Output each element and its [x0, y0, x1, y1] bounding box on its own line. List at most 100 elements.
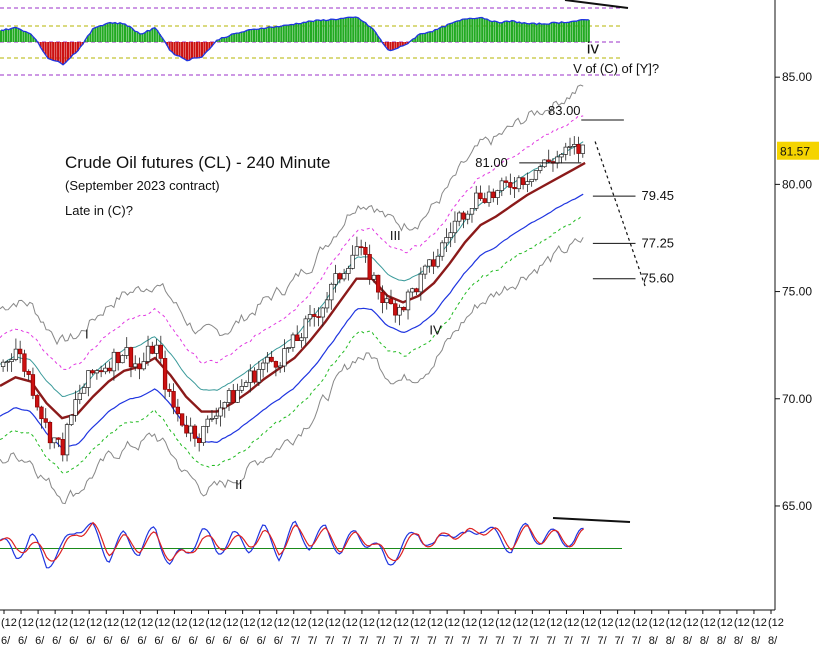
price-candle-down	[520, 177, 526, 185]
histogram-bar-positive	[14, 27, 17, 42]
histogram-bar-negative	[399, 42, 402, 47]
histogram-bar-negative	[384, 42, 387, 47]
histogram-bar-positive	[488, 20, 491, 42]
histogram-bar-positive	[510, 20, 513, 42]
histogram-bar-positive	[161, 37, 164, 42]
x-axis-tick-label: 6/	[206, 635, 216, 647]
x-axis: (126/(126/(126/(126/(126/(126/(126/(126/…	[0, 609, 784, 647]
histogram-bar-positive	[424, 33, 427, 42]
price-candle-down	[576, 144, 581, 154]
price-candle-up	[529, 178, 534, 183]
histogram-bar-positive	[128, 26, 132, 42]
histogram-bar-positive	[357, 17, 360, 42]
x-axis-tick-sublabel: (12	[359, 617, 375, 629]
histogram-bar-negative	[54, 42, 57, 61]
upper-magenta-band-line	[0, 115, 584, 371]
histogram-bar-positive	[372, 28, 375, 42]
price-candle-down	[295, 334, 300, 342]
price-candle-up	[341, 273, 347, 280]
price-candle-down	[150, 345, 155, 354]
price-candle-up	[474, 192, 479, 209]
histogram-bar-positive	[230, 34, 233, 42]
price-candle-up	[495, 190, 500, 198]
stochastic-d-line	[0, 521, 584, 562]
histogram-bar-positive	[367, 25, 370, 42]
histogram-bar-positive	[476, 18, 479, 42]
price-candle-up	[350, 254, 355, 269]
histogram-bar-positive	[496, 21, 499, 42]
price-candle-up	[572, 144, 577, 147]
histogram-bar-negative	[404, 42, 407, 45]
histogram-bar-positive	[523, 22, 526, 42]
price-candle-down	[43, 418, 48, 423]
x-axis-tick-sublabel: (12	[666, 617, 682, 629]
histogram-bar-positive	[106, 23, 109, 42]
price-candle-down	[388, 298, 394, 305]
histogram-bar-positive	[538, 23, 541, 42]
histogram-bar-positive	[89, 33, 92, 42]
histogram-bar-positive	[148, 30, 151, 42]
histogram-bar-negative	[47, 42, 50, 59]
histogram-bar-positive	[312, 21, 315, 42]
x-axis-tick-label: 6/	[35, 635, 45, 647]
histogram-bar-positive	[334, 19, 337, 42]
price-candle-up	[214, 415, 219, 419]
histogram-bar-positive	[553, 22, 556, 42]
price-candle-up	[410, 288, 415, 293]
histogram-bar-positive	[436, 29, 439, 42]
histogram-bar-negative	[76, 42, 79, 51]
histogram-bar-positive	[314, 20, 318, 42]
histogram-bar-positive	[270, 27, 273, 42]
histogram-bar-positive	[317, 20, 320, 42]
histogram-bar-negative	[173, 42, 176, 55]
histogram-bar-positive	[300, 23, 303, 42]
histogram-bar-positive	[322, 19, 325, 42]
target-levels: 83.00 81.00 79.45 77.25 75.60	[475, 103, 674, 288]
histogram-bar-positive	[518, 22, 521, 42]
histogram-bar-positive	[133, 31, 137, 42]
price-candle-down	[90, 370, 95, 374]
histogram-bar-positive	[421, 33, 424, 42]
histogram-bar-positive	[513, 21, 516, 42]
price-candle-down	[273, 361, 279, 368]
x-axis-tick-sublabel: (12	[495, 617, 511, 629]
histogram-bar-positive	[416, 35, 419, 42]
x-axis-tick-sublabel: (12	[427, 617, 443, 629]
price-candle-down	[18, 348, 23, 355]
histogram-bar-positive	[116, 23, 119, 42]
wave-label: III	[390, 228, 401, 243]
histogram-bar-positive	[525, 23, 528, 42]
histogram-bar-positive	[277, 26, 280, 42]
histogram-bar-positive	[267, 26, 270, 42]
x-axis-tick-sublabel: (12	[751, 617, 767, 629]
histogram-bar-negative	[195, 42, 199, 59]
histogram-bar-positive	[297, 23, 300, 42]
price-candle-up	[525, 181, 530, 185]
price-candle-down	[60, 439, 65, 456]
x-axis-tick-label: 6/	[137, 635, 147, 647]
histogram-bar-positive	[305, 22, 308, 42]
chart-subtitle: (September 2023 contract)	[65, 178, 220, 193]
x-axis-tick-sublabel: (12	[700, 617, 716, 629]
histogram-bar-positive	[111, 23, 114, 42]
histogram-bar-positive	[508, 21, 511, 42]
price-candle-up	[384, 298, 389, 303]
histogram-bar-positive	[471, 18, 474, 42]
histogram-bar-positive	[483, 18, 486, 42]
histogram-bar-positive	[347, 17, 350, 42]
histogram-bar-positive	[342, 18, 345, 42]
x-axis-tick-label: 7/	[359, 635, 369, 647]
x-axis-tick-sublabel: (12	[393, 617, 409, 629]
histogram-bar-positive	[453, 21, 456, 42]
histogram-bar-positive	[349, 17, 352, 42]
histogram-bar-negative	[52, 42, 55, 61]
histogram-bar-positive	[9, 28, 13, 42]
price-candle-up	[209, 418, 215, 420]
histogram-bar-negative	[389, 42, 392, 51]
x-axis-tick-sublabel: (12	[171, 617, 187, 629]
histogram-bar-negative	[200, 42, 203, 58]
histogram-bar-positive	[533, 23, 536, 42]
x-axis-tick-sublabel: (12	[615, 617, 631, 629]
